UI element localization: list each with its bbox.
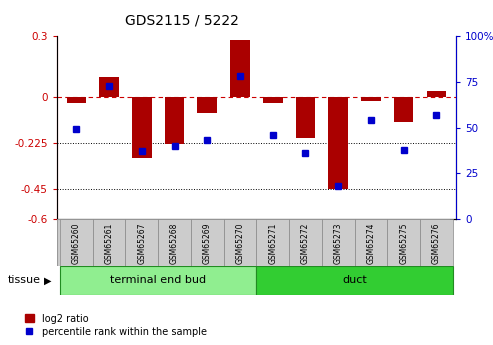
Bar xyxy=(230,40,250,97)
Bar xyxy=(256,219,289,266)
Bar xyxy=(165,97,184,144)
Text: GSM65269: GSM65269 xyxy=(203,222,212,264)
Text: terminal end bud: terminal end bud xyxy=(110,275,206,285)
Bar xyxy=(420,219,453,266)
Text: GSM65276: GSM65276 xyxy=(432,222,441,264)
Text: GSM65272: GSM65272 xyxy=(301,222,310,264)
Bar xyxy=(322,219,354,266)
Text: GSM65274: GSM65274 xyxy=(366,222,376,264)
Bar xyxy=(361,97,381,101)
Bar xyxy=(289,219,322,266)
Bar xyxy=(197,97,217,114)
Bar xyxy=(125,219,158,266)
Text: ▶: ▶ xyxy=(44,275,52,285)
Bar xyxy=(394,97,414,121)
Bar xyxy=(387,219,420,266)
Bar xyxy=(263,97,282,103)
Text: GSM65260: GSM65260 xyxy=(72,222,81,264)
Text: GSM65271: GSM65271 xyxy=(268,222,277,264)
Text: GSM65261: GSM65261 xyxy=(105,222,113,264)
Bar xyxy=(60,219,93,266)
Text: GSM65268: GSM65268 xyxy=(170,222,179,264)
Text: GSM65270: GSM65270 xyxy=(236,222,245,264)
Bar xyxy=(158,219,191,266)
Bar xyxy=(132,97,152,158)
Bar xyxy=(354,219,387,266)
Bar xyxy=(426,91,446,97)
Text: GSM65273: GSM65273 xyxy=(334,222,343,264)
Bar xyxy=(296,97,316,138)
Text: duct: duct xyxy=(342,275,367,285)
Bar xyxy=(60,266,256,295)
Legend: log2 ratio, percentile rank within the sample: log2 ratio, percentile rank within the s… xyxy=(25,314,207,337)
Text: GDS2115 / 5222: GDS2115 / 5222 xyxy=(126,14,239,28)
Bar xyxy=(224,219,256,266)
Bar xyxy=(191,219,224,266)
Text: GSM65267: GSM65267 xyxy=(137,222,146,264)
Text: tissue: tissue xyxy=(7,275,40,285)
Text: GSM65275: GSM65275 xyxy=(399,222,408,264)
Bar xyxy=(67,97,86,103)
Bar xyxy=(93,219,125,266)
Bar xyxy=(256,266,453,295)
Bar xyxy=(99,77,119,97)
Bar xyxy=(328,97,348,189)
